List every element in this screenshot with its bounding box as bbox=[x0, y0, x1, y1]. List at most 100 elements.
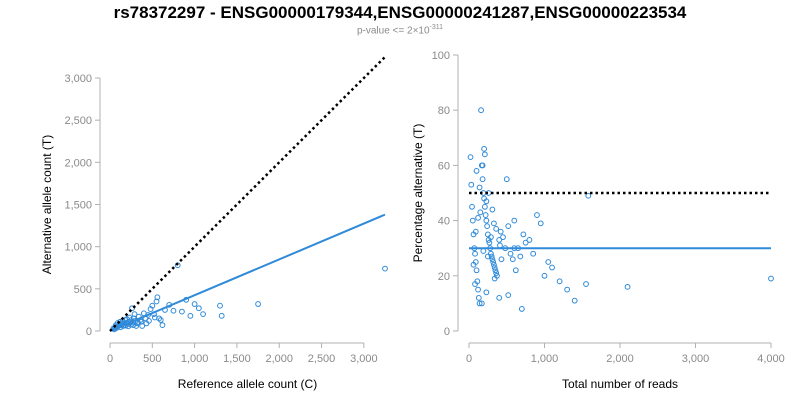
data-point bbox=[156, 315, 162, 322]
subtitle-text: p-value <= 2×10 bbox=[356, 25, 430, 37]
y-tick-label: 40 bbox=[438, 216, 450, 228]
data-point bbox=[131, 311, 138, 318]
data-point bbox=[489, 256, 496, 263]
data-point bbox=[473, 168, 480, 174]
data-point bbox=[472, 250, 478, 257]
data-point bbox=[484, 223, 491, 230]
y-tick-label: 1,500 bbox=[64, 200, 92, 212]
x-tick-label: 2,000 bbox=[265, 353, 293, 365]
data-point bbox=[545, 259, 552, 265]
data-point bbox=[218, 312, 225, 319]
data-point bbox=[138, 318, 145, 325]
reference-line bbox=[109, 56, 386, 332]
x-tick-label: 2,500 bbox=[308, 353, 336, 365]
data-point bbox=[479, 176, 486, 183]
data-point bbox=[493, 270, 500, 276]
data-point bbox=[481, 151, 488, 158]
data-point bbox=[511, 217, 518, 224]
x-tick-label: 3,000 bbox=[682, 353, 710, 365]
data-point bbox=[484, 231, 491, 238]
data-point bbox=[476, 184, 483, 191]
y-tick-label: 0 bbox=[444, 326, 450, 338]
data-point bbox=[483, 217, 490, 224]
data-point bbox=[478, 300, 485, 307]
data-point bbox=[481, 145, 488, 152]
data-point bbox=[520, 231, 527, 238]
x-tick-label: 4,000 bbox=[757, 353, 785, 365]
data-point bbox=[170, 307, 177, 314]
data-point bbox=[475, 294, 482, 301]
x-axis-title: Total number of reads bbox=[562, 377, 678, 391]
data-point bbox=[191, 301, 198, 307]
y-tick-label: 2,500 bbox=[64, 115, 92, 127]
data-point bbox=[512, 267, 519, 274]
data-point bbox=[526, 237, 533, 243]
data-point bbox=[768, 275, 774, 282]
data-point bbox=[187, 312, 194, 319]
x-tick-label: 1,500 bbox=[223, 353, 251, 365]
data-point bbox=[490, 259, 497, 265]
y-axis-title: Percentage alternative (T) bbox=[411, 124, 425, 263]
y-axis-title: Alternative allele count (T) bbox=[40, 135, 54, 274]
data-point bbox=[583, 281, 589, 287]
data-point bbox=[505, 292, 512, 299]
data-point bbox=[493, 225, 500, 232]
data-point bbox=[491, 275, 498, 282]
data-point bbox=[491, 264, 498, 271]
data-point bbox=[475, 286, 481, 293]
data-point bbox=[382, 265, 388, 272]
data-point bbox=[534, 212, 540, 218]
data-point bbox=[217, 302, 223, 309]
data-point bbox=[468, 181, 475, 188]
data-point bbox=[489, 206, 496, 213]
y-tick-label: 60 bbox=[438, 160, 450, 172]
y-tick-label: 2,000 bbox=[64, 157, 92, 169]
data-point bbox=[476, 300, 483, 307]
data-point bbox=[157, 317, 164, 323]
data-point bbox=[564, 286, 571, 293]
data-point bbox=[500, 234, 506, 241]
data-point bbox=[473, 267, 480, 274]
data-point bbox=[154, 294, 161, 301]
data-point bbox=[549, 264, 555, 271]
data-point bbox=[537, 220, 544, 227]
data-point bbox=[492, 267, 499, 274]
y-tick-label: 100 bbox=[432, 50, 450, 62]
x-tick-label: 3,000 bbox=[350, 353, 378, 365]
data-point bbox=[179, 308, 185, 315]
data-point bbox=[497, 228, 504, 235]
data-point bbox=[200, 311, 206, 318]
data-point bbox=[541, 272, 548, 279]
y-tick-label: 80 bbox=[438, 105, 450, 117]
data-point bbox=[174, 262, 181, 269]
data-point bbox=[486, 239, 493, 246]
data-point bbox=[522, 239, 529, 246]
data-point bbox=[509, 256, 516, 263]
x-tick-label: 0 bbox=[107, 353, 113, 365]
data-point bbox=[146, 317, 152, 324]
data-point bbox=[556, 278, 563, 285]
data-point bbox=[255, 301, 261, 307]
data-point bbox=[498, 256, 505, 263]
data-point bbox=[483, 289, 490, 296]
data-point bbox=[480, 248, 487, 254]
data-point bbox=[484, 253, 491, 260]
data-point bbox=[497, 242, 503, 249]
y-tick-label: 1,000 bbox=[64, 242, 92, 254]
data-point bbox=[571, 297, 578, 304]
data-point bbox=[488, 253, 495, 260]
x-tick-label: 1,000 bbox=[531, 353, 559, 365]
left-scatter-panel: 0 500 1,000 1,500 2,000 2,500 3,000 0 500 1,000 1,… bbox=[40, 56, 388, 391]
data-point bbox=[507, 250, 514, 257]
data-point bbox=[503, 176, 510, 183]
data-point bbox=[470, 261, 477, 268]
data-point bbox=[469, 203, 475, 210]
data-point bbox=[481, 203, 488, 210]
data-point bbox=[467, 154, 474, 161]
data-point bbox=[469, 217, 476, 224]
data-point bbox=[530, 250, 537, 257]
subtitle-exponent: -311 bbox=[429, 24, 444, 31]
data-point bbox=[491, 220, 497, 227]
y-tick-label: 3,000 bbox=[64, 73, 92, 85]
